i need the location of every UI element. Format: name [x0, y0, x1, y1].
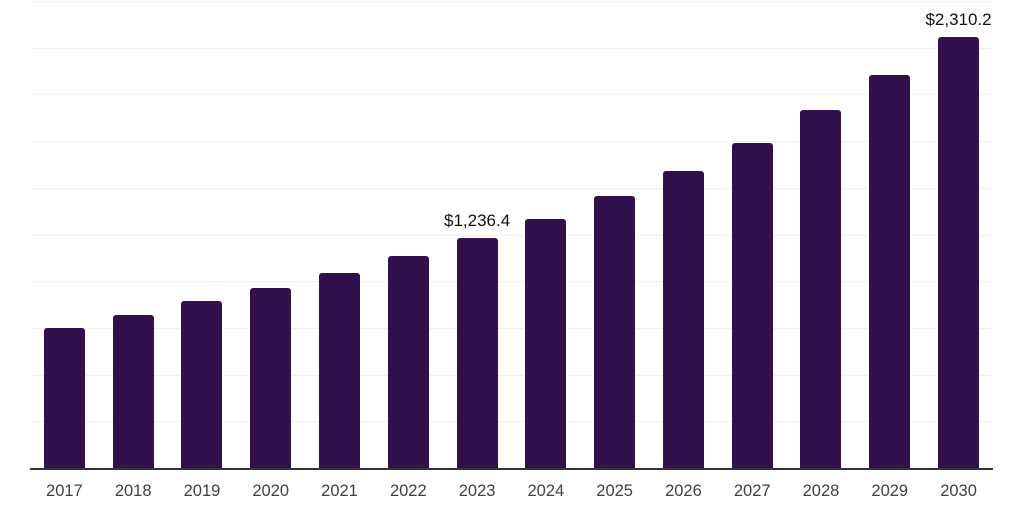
x-tick-label-2029: 2029 [871, 482, 909, 500]
value-label-2023: $1,236.4 [443, 211, 511, 231]
bar-2021[interactable] [319, 272, 361, 469]
bar-2030[interactable] [938, 37, 980, 469]
bar-band-2019 [168, 2, 237, 469]
bar-2020[interactable] [250, 288, 292, 469]
bar-band-2022 [374, 2, 443, 469]
gridline [30, 141, 993, 143]
x-tick-label-2026: 2026 [665, 482, 702, 500]
bar-2027[interactable] [731, 143, 773, 469]
x-tick-label-2020: 2020 [252, 482, 290, 500]
gridline [30, 47, 993, 49]
gridline [30, 281, 993, 283]
value-label-2030: $2,310.2 [925, 10, 992, 30]
bar-band-2021 [305, 2, 374, 469]
bar-2022[interactable] [387, 256, 429, 469]
bar-2017[interactable] [43, 328, 85, 469]
gridline [30, 327, 993, 329]
bar-band-2028 [787, 2, 856, 469]
x-tick-label-2023: 2023 [458, 482, 496, 500]
bars-container: $1,236.4 $2,310.2 [30, 2, 993, 469]
x-tick-label-2028: 2028 [802, 482, 840, 500]
bar-band-2026 [649, 2, 718, 469]
gridline [30, 421, 993, 423]
bar-2029[interactable] [869, 74, 911, 469]
bar-band-2029 [855, 2, 924, 469]
x-tick-label-2018: 2018 [114, 482, 152, 500]
bar-band-2023: $1,236.4 [443, 2, 512, 469]
bar-band-2017 [30, 2, 99, 469]
x-axis-line [30, 468, 993, 470]
gridline [30, 187, 993, 189]
bar-band-2024 [511, 2, 580, 469]
x-tick-label-2025: 2025 [596, 482, 633, 500]
bar-2019[interactable] [181, 301, 223, 469]
bar-2024[interactable] [525, 218, 567, 469]
x-tick-label-2021: 2021 [321, 482, 358, 500]
gridline [30, 234, 993, 236]
plot-area: $1,236.4 $2,310.2 [30, 1, 993, 470]
gridline [30, 94, 993, 96]
bar-2025[interactable] [594, 196, 636, 469]
bar-band-2020 [236, 2, 305, 469]
bar-2028[interactable] [800, 110, 842, 469]
x-tick-label-2024: 2024 [527, 482, 565, 500]
bar-band-2025 [580, 2, 649, 469]
bar-2018[interactable] [112, 315, 154, 469]
bar-2023[interactable] [456, 238, 498, 469]
x-tick-label-2022: 2022 [389, 482, 427, 500]
bar-2026[interactable] [662, 170, 704, 469]
x-axis-labels: 2017 2018 2019 2020 2021 2022 2023 2024 2025 2026… [30, 482, 993, 501]
bar-band-2027 [718, 2, 787, 469]
x-tick-label-2030: 2030 [940, 482, 977, 500]
x-tick-label-2017: 2017 [46, 482, 83, 500]
bar-band-2030: $2,310.2 [924, 2, 993, 469]
x-tick-label-2027: 2027 [733, 482, 771, 500]
bar-band-2018 [99, 2, 168, 469]
gridline [30, 1, 993, 2]
x-tick-label-2019: 2019 [183, 482, 221, 500]
gridline [30, 374, 993, 376]
